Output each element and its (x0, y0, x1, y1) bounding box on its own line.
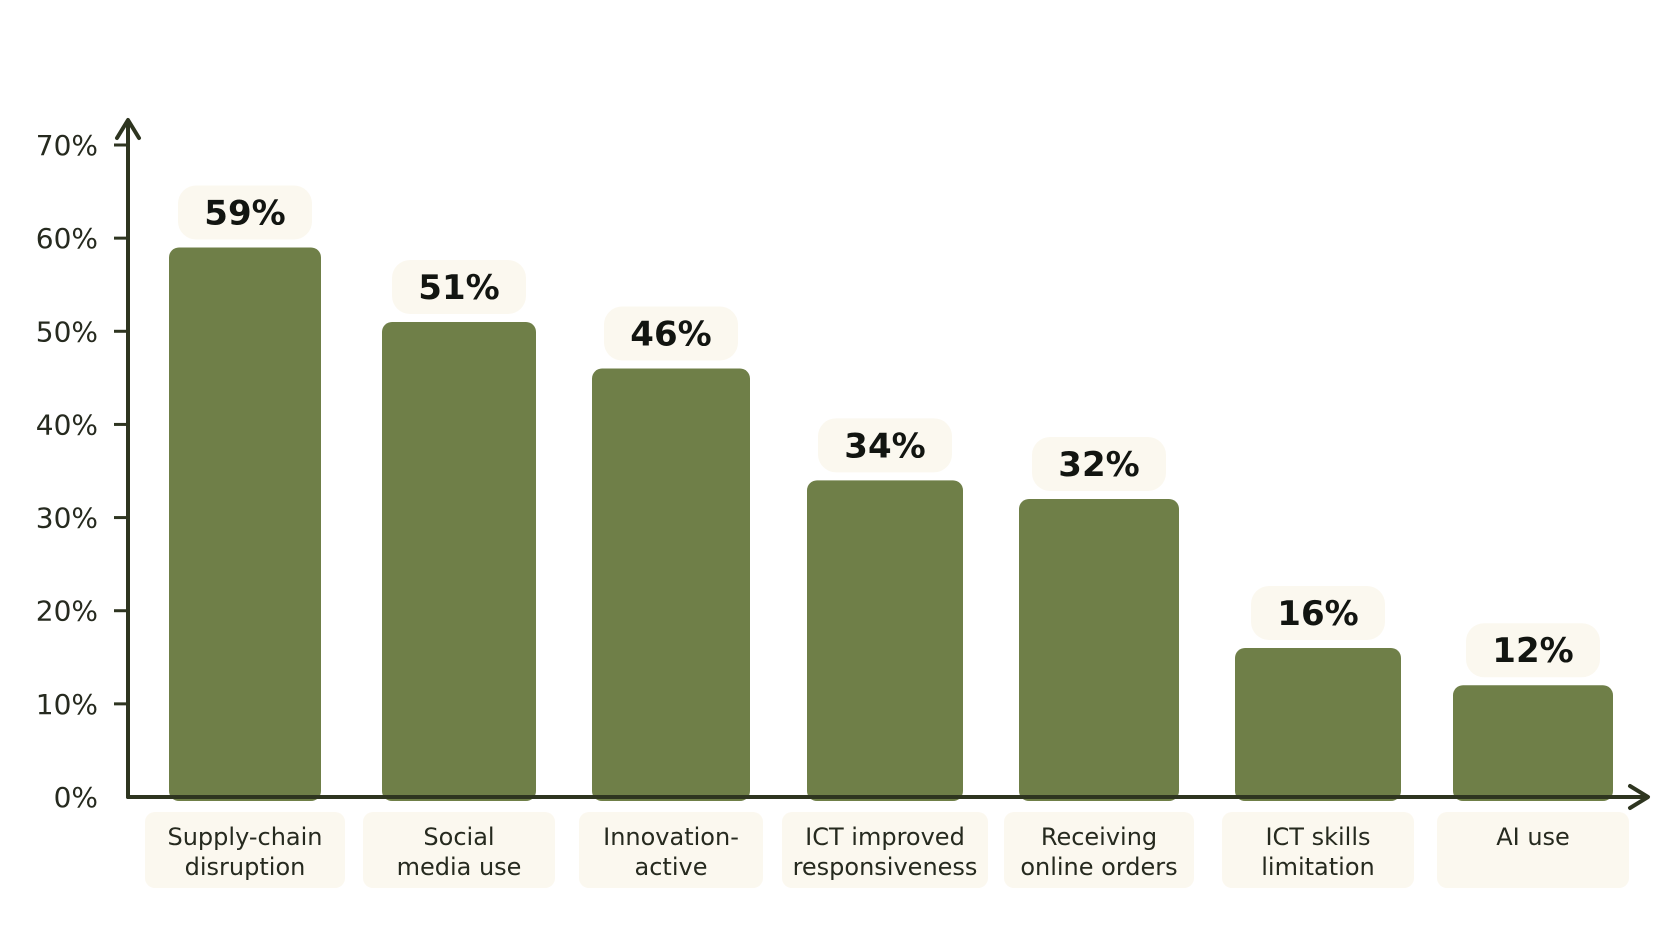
category-label-box (782, 812, 988, 888)
value-label: 32% (1058, 445, 1139, 485)
value-label-box (178, 185, 312, 240)
x-tick-label: ICT skills (1265, 823, 1370, 851)
bar (382, 321, 536, 801)
bars-layer (169, 247, 1613, 801)
value-label-box (604, 306, 738, 361)
x-tick-label: Innovation- (603, 823, 739, 851)
value-label: 59% (204, 193, 285, 233)
value-label-box (818, 418, 952, 473)
y-tick-label: 20% (36, 595, 98, 628)
axes-layer: 0% 10% 20% 30% 40% 50% 60% 70% (36, 118, 1650, 814)
value-label: 34% (844, 426, 925, 466)
category-label-box (145, 812, 345, 888)
category-label-box (1004, 812, 1194, 888)
bar (1019, 498, 1179, 801)
bar (592, 368, 750, 801)
y-tick-label: 10% (36, 688, 98, 721)
y-tick-label: 60% (36, 222, 98, 255)
x-tick-label: disruption (185, 853, 306, 881)
y-axis-arrow (115, 118, 141, 140)
x-tick-label: Receiving (1041, 823, 1157, 851)
x-tick-label: media use (397, 853, 522, 881)
value-label: 12% (1492, 631, 1573, 671)
y-tick-label: 70% (36, 129, 98, 162)
x-tick-label: Social (423, 823, 494, 851)
x-tick-label: AI use (1496, 823, 1570, 851)
x-tick-label: limitation (1261, 853, 1374, 881)
y-tick-label: 50% (36, 315, 98, 348)
x-tick-label: online orders (1020, 853, 1177, 881)
x-tick-label: responsiveness (793, 853, 978, 881)
bar (807, 480, 963, 801)
x-tick-label: Supply-chain (167, 823, 322, 851)
y-tick-label: 40% (36, 408, 98, 441)
bar (169, 247, 321, 801)
labels-layer: 59% 51% 46% 34% 32% 16% 12% Supply-chaindisrupt… (145, 185, 1629, 888)
category-label-box (363, 812, 555, 888)
value-label: 51% (418, 268, 499, 308)
category-label-box (1437, 812, 1629, 888)
bar (1453, 685, 1613, 801)
value-label-box (1032, 436, 1166, 491)
value-label: 46% (630, 315, 711, 355)
bar (1235, 647, 1401, 801)
value-label-box (1466, 623, 1600, 678)
value-label-box (392, 259, 526, 314)
category-label-box (1222, 812, 1414, 888)
value-label: 16% (1277, 594, 1358, 634)
x-axis-arrow (1628, 784, 1650, 810)
x-tick-label: active (635, 853, 708, 881)
value-label-box (1251, 585, 1385, 640)
x-tick-label: ICT improved (805, 823, 965, 851)
y-tick-label: 30% (36, 502, 98, 535)
category-label-box (579, 812, 763, 888)
y-tick-label: 0% (54, 781, 98, 814)
